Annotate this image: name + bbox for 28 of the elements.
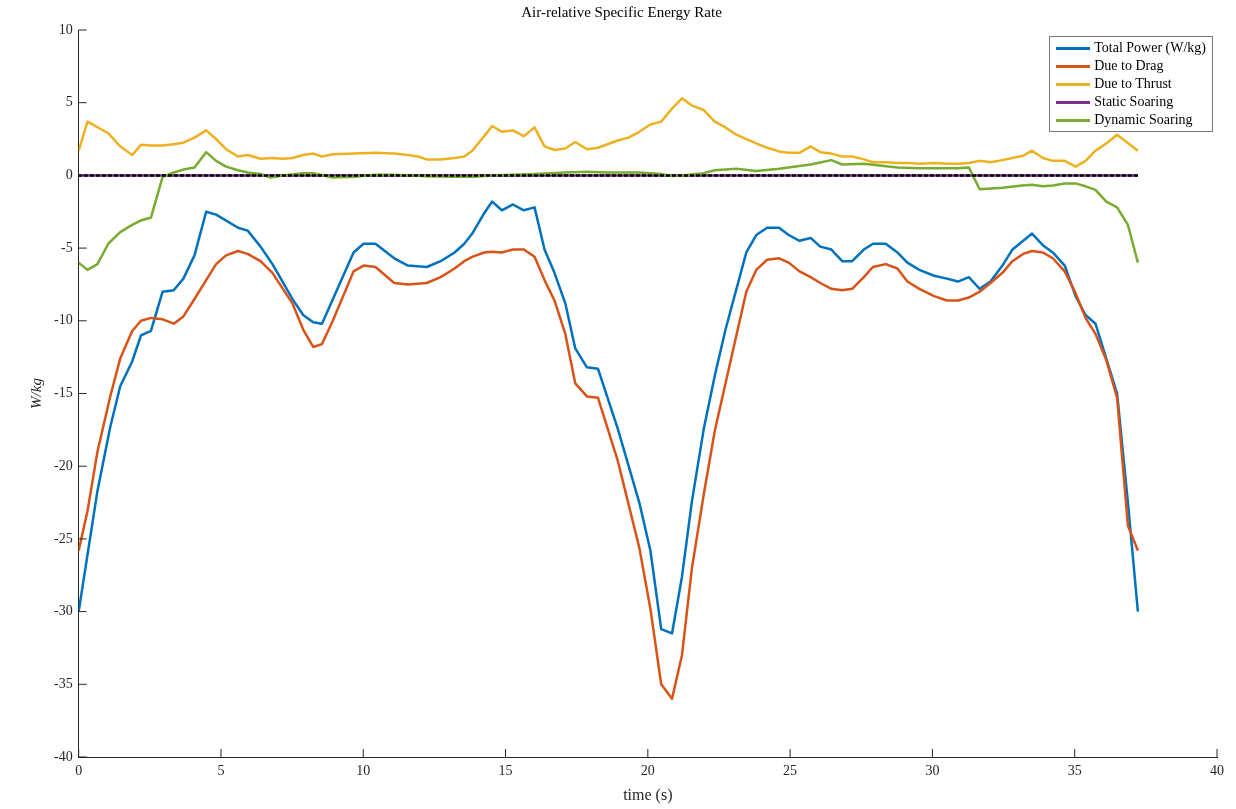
y-tick-label: -15 [53, 385, 73, 401]
y-tick-label: 0 [65, 167, 73, 183]
y-axis-title: W/kg [27, 377, 44, 409]
x-tick-label: 20 [640, 763, 655, 779]
y-tick-label: -10 [53, 312, 73, 328]
y-tick-label: 10 [58, 21, 73, 37]
chart-title: Air-relative Specific Energy Rate [521, 3, 723, 20]
x-tick-label: 5 [217, 763, 225, 779]
legend-label: Total Power (W/kg) [1094, 39, 1206, 57]
y-tick-label: -35 [53, 675, 73, 691]
x-tick-label: 25 [783, 763, 798, 779]
y-tick-label: -40 [53, 748, 73, 764]
y-tick-label: -5 [60, 239, 73, 255]
legend-label: Static Soaring [1094, 93, 1174, 111]
y-tick-label: -30 [53, 603, 73, 619]
y-tick-label: -20 [53, 457, 73, 473]
y-tick-label: 5 [65, 94, 73, 110]
x-tick-label: 30 [925, 763, 940, 779]
x-tick-label: 0 [75, 763, 83, 779]
legend-label: Due to Drag [1094, 57, 1164, 75]
x-axis-title: time (s) [623, 785, 673, 804]
y-tick-label: -25 [53, 530, 73, 546]
x-tick-label: 40 [1210, 763, 1224, 779]
legend-label: Dynamic Soaring [1094, 111, 1193, 129]
x-tick-label: 35 [1067, 763, 1082, 779]
legend-label: Due to Thrust [1094, 75, 1172, 93]
x-tick-label: 15 [498, 763, 513, 779]
x-tick-label: 10 [356, 763, 371, 779]
